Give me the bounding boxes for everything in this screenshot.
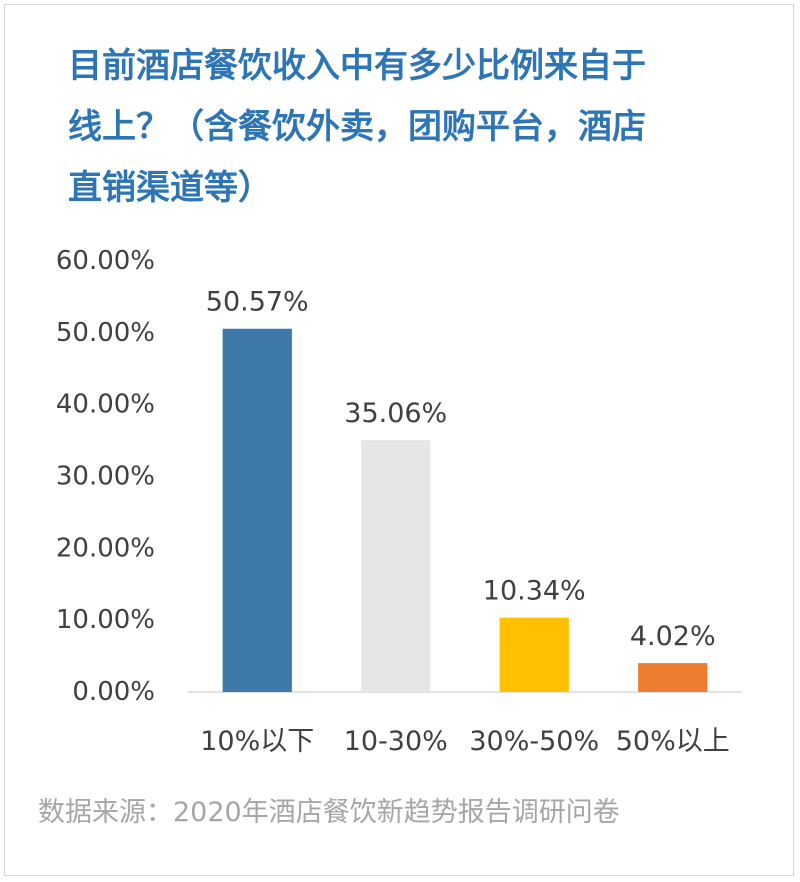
source-note: 数据来源：2020年酒店餐饮新趋势报告调研问卷 <box>38 797 620 828</box>
data-label-4: 4.02% <box>630 621 716 652</box>
category-label-2: 10-30% <box>344 726 448 757</box>
bar-4 <box>638 663 708 692</box>
bar-2 <box>361 440 431 692</box>
x-axis: 10%以下 10-30% 30%-50% 50%以上 <box>200 726 730 757</box>
y-tick-label: 60.00% <box>56 246 155 276</box>
bar-3 <box>499 617 569 692</box>
data-label-3: 10.34% <box>483 576 586 607</box>
y-tick-label: 50.00% <box>56 318 155 348</box>
data-label-2: 35.06% <box>344 398 447 429</box>
y-tick-label: 20.00% <box>56 533 155 563</box>
y-axis: 0.00% 10.00% 20.00% 30.00% 40.00% 50.00% 60.00… <box>56 246 155 707</box>
chart-frame <box>4 4 794 876</box>
data-label-1: 50.57% <box>206 287 309 318</box>
title-line-2: 线上？（含餐饮外卖，团购平台，酒店 <box>68 107 646 147</box>
category-label-3: 30%-50% <box>469 726 599 757</box>
bar-1 <box>222 328 292 692</box>
category-label-4: 50%以上 <box>616 726 730 757</box>
y-tick-label: 30.00% <box>56 462 155 492</box>
y-tick-label: 40.00% <box>56 390 155 420</box>
bars-group <box>222 328 708 692</box>
chart-title: 目前酒店餐饮收入中有多少比例来自于 线上？（含餐饮外卖，团购平台，酒店 直销渠道… <box>68 36 768 219</box>
data-labels-group: 50.57% 35.06% 10.34% 4.02% <box>206 287 716 652</box>
title-line-1: 目前酒店餐饮收入中有多少比例来自于 <box>68 46 646 86</box>
category-label-1: 10%以下 <box>200 726 314 757</box>
title-line-3: 直销渠道等） <box>68 168 272 208</box>
y-tick-label: 10.00% <box>56 605 155 635</box>
y-tick-label: 0.00% <box>72 677 155 707</box>
